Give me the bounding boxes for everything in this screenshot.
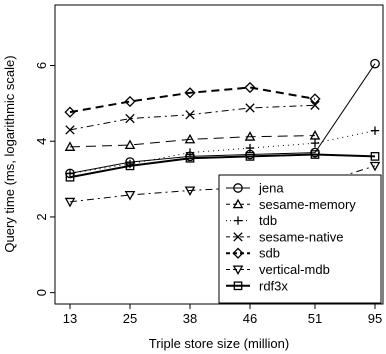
point-sesame-native [245, 103, 255, 113]
point-rdf3x [245, 152, 255, 161]
legend-label-tdb: tdb [259, 213, 277, 228]
legend-label-vertical-mdb: vertical-mdb [259, 262, 330, 277]
point-sesame-memory [309, 130, 321, 140]
point-rdf3x [65, 172, 75, 182]
point-sesame-memory [124, 139, 136, 150]
point-sesame-native [310, 100, 320, 110]
point-sdb [64, 106, 76, 118]
point-sesame-memory [244, 131, 256, 141]
point-sesame-memory [184, 133, 196, 144]
y-axis-label: Query time (ms, logarithmic scale) [2, 55, 17, 252]
point-rdf3x [370, 152, 380, 161]
legend-label-sesame-memory: sesame-memory [259, 197, 356, 212]
point-vertical-mdb [184, 186, 196, 196]
y-tick-label: 6 [34, 62, 49, 69]
legend-marker-vertical-mdb [232, 265, 244, 276]
x-tick-label: 46 [243, 311, 257, 326]
x-tick-label: 95 [368, 311, 382, 326]
point-vertical-mdb [64, 197, 76, 208]
legend-label-sdb: sdb [259, 246, 280, 261]
legend-label-jena: jena [258, 181, 284, 196]
x-axis: 13 25 38 46 51 95 [63, 304, 382, 326]
point-sdb [244, 81, 256, 94]
point-vertical-mdb [124, 190, 136, 201]
point-rdf3x [125, 161, 135, 171]
legend-marker-sesame-native [233, 232, 243, 242]
point-sdb [309, 93, 321, 105]
series-line-tdb [69, 130, 376, 174]
point-vertical-mdb [369, 161, 381, 172]
y-tick-label: 2 [34, 213, 49, 220]
point-tdb [370, 126, 380, 135]
legend-marker-tdb [233, 216, 243, 225]
y-tick-label: 4 [34, 138, 49, 145]
y-tick-label: 0 [34, 289, 49, 296]
series-line-sdb [69, 86, 316, 114]
point-sesame-memory [64, 141, 76, 151]
point-sdb [124, 95, 136, 108]
legend-marker-rdf3x [233, 281, 243, 291]
y-axis: 0 2 4 6 [34, 62, 55, 296]
x-tick-label: 25 [123, 311, 137, 326]
point-rdf3x [185, 153, 195, 163]
point-tdb [185, 148, 195, 157]
legend-label-rdf3x: rdf3x [259, 278, 288, 293]
x-tick-label: 51 [308, 311, 322, 326]
series-line-jena [69, 63, 376, 174]
legend-label-sesame-native: sesame-native [259, 229, 344, 244]
legend-marker-sdb [232, 247, 244, 259]
point-tdb [125, 159, 135, 169]
point-sesame-native [125, 113, 135, 124]
legend-marker-sesame-memory [232, 198, 244, 209]
point-tdb [310, 138, 320, 148]
legend-marker-jena [233, 183, 243, 193]
series-line-sesame-memory [69, 135, 316, 148]
x-axis-label: Triple store size (million) [149, 336, 289, 351]
series-line-rdf3x [69, 153, 376, 179]
legend-box [218, 174, 382, 304]
point-rdf3x [310, 150, 320, 159]
point-jena [370, 58, 380, 69]
plot-frame [54, 4, 384, 305]
x-tick-label: 13 [63, 311, 77, 326]
point-tdb [245, 143, 255, 153]
point-sesame-native [185, 110, 195, 120]
point-sesame-native [65, 125, 75, 135]
x-tick-label: 38 [183, 311, 197, 326]
point-sdb [184, 87, 196, 99]
